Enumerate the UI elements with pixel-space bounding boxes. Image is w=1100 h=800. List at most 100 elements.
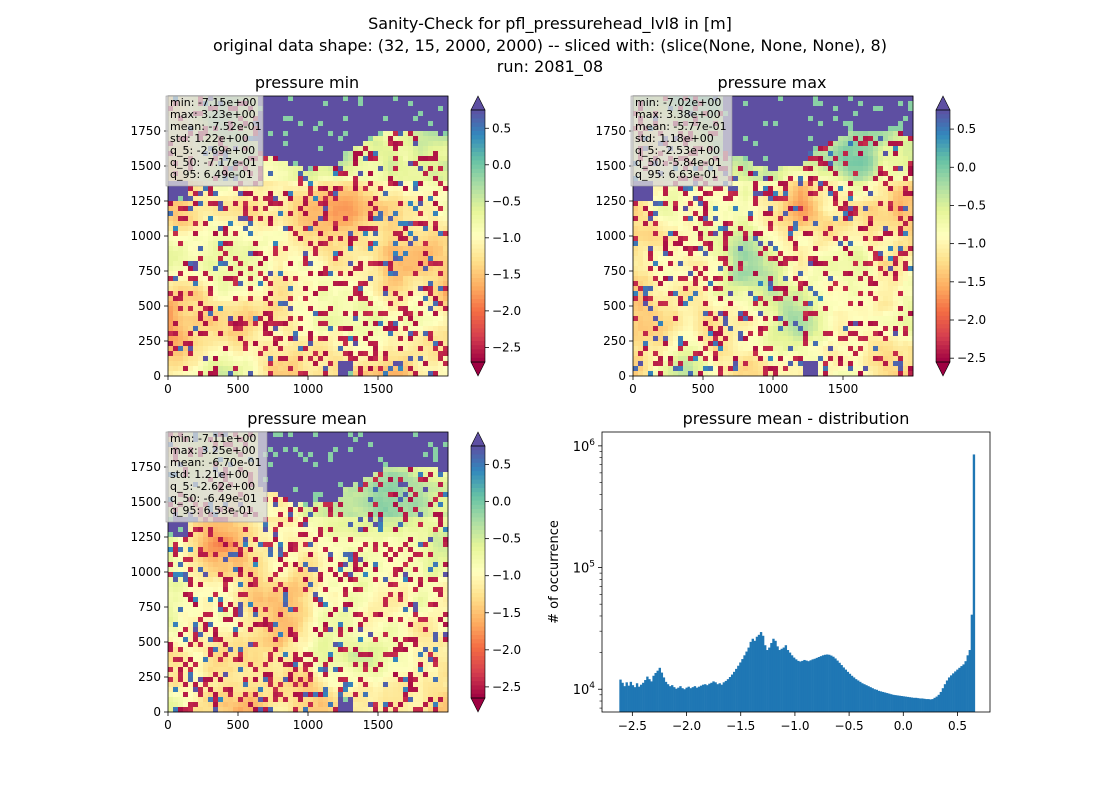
histogram-bar xyxy=(811,659,814,712)
colorbar-tick-label: −1.5 xyxy=(957,275,986,289)
histogram-bar xyxy=(914,697,918,712)
histogram-bar xyxy=(689,688,692,712)
histogram-bar xyxy=(945,680,949,712)
histogram-bar xyxy=(687,686,690,712)
y-tick-label: 1500 xyxy=(595,159,626,173)
histogram-bar xyxy=(830,655,833,712)
histogram-bar xyxy=(867,686,870,712)
histogram-bar xyxy=(673,687,676,712)
histogram-bar xyxy=(733,671,736,712)
histogram-bar xyxy=(640,684,643,712)
histogram-bar xyxy=(666,684,670,712)
stat-q50: q_50: -5.84e-01 xyxy=(635,156,722,169)
colorbar-tick-label: −2.5 xyxy=(492,680,521,694)
histogram-bar xyxy=(815,657,819,712)
histogram-bar xyxy=(836,660,839,712)
histogram-bar xyxy=(898,695,901,712)
histogram-bar xyxy=(712,681,715,712)
histogram-bar xyxy=(681,688,684,712)
colorbar-extend-bottom xyxy=(470,361,486,377)
histogram-bar xyxy=(937,694,940,712)
histogram-bar xyxy=(660,672,664,712)
histogram-bar xyxy=(786,650,790,712)
histogram-bar xyxy=(809,660,812,712)
histogram-bar xyxy=(819,656,823,712)
histogram-bar xyxy=(803,659,806,712)
histogram-bar xyxy=(970,614,974,712)
histogram-bar xyxy=(671,685,674,712)
histogram-bar xyxy=(873,689,876,712)
stat-q5: q_5: -2.62e+00 xyxy=(170,480,255,493)
colorbar-tick-label: −1.0 xyxy=(492,231,521,245)
stat-max: max: 3.23e+00 xyxy=(170,108,256,121)
histogram-bar xyxy=(854,679,858,712)
histogram-bar xyxy=(658,667,661,712)
colorbar-tick-label: 0.5 xyxy=(957,122,976,136)
histogram-bar xyxy=(865,685,868,712)
histogram-bar xyxy=(695,687,699,712)
y-tick-label: 1000 xyxy=(595,229,626,243)
histogram-bar xyxy=(894,695,897,712)
colorbar-pressure-min: 0.5 0.0 −0.5 −1.0 −1.5 −2.0 −2.5 xyxy=(470,95,521,377)
y-tick-label: 750 xyxy=(603,264,626,278)
histogram-bar xyxy=(972,454,976,712)
x-tick-label: 1000 xyxy=(758,382,789,396)
y-tick-label: 500 xyxy=(603,299,626,313)
histogram-bar xyxy=(759,632,763,712)
histogram-bar xyxy=(797,660,800,712)
stat-q50: q_50: -6.49e-01 xyxy=(170,492,257,505)
colorbar-extend-top xyxy=(470,95,486,111)
panel-title: pressure mean - distribution xyxy=(683,409,910,428)
x-tick-label: 0.5 xyxy=(948,719,967,733)
histogram-bar xyxy=(821,655,825,712)
histogram-bar xyxy=(838,662,841,712)
histogram-bar xyxy=(892,694,895,712)
colorbar-extend-top xyxy=(470,431,486,447)
histogram-bar xyxy=(654,672,657,712)
histogram-bar xyxy=(652,675,655,712)
x-tick-label: −1.0 xyxy=(780,719,809,733)
x-tick-label: −2.0 xyxy=(672,719,701,733)
histogram-bar xyxy=(768,647,771,712)
histogram-bar xyxy=(693,686,697,712)
colorbar-extend-top xyxy=(935,95,951,111)
colorbar-tick-label: 0.5 xyxy=(492,121,511,135)
colorbar-tick-label: 0.0 xyxy=(957,160,976,174)
histogram-bar xyxy=(908,697,912,712)
colorbar-tick-label: 0.0 xyxy=(492,495,511,509)
y-tick-label: 500 xyxy=(138,299,161,313)
histogram-bar xyxy=(877,690,881,712)
y-tick-label: 1500 xyxy=(130,159,161,173)
histogram-bar xyxy=(792,657,796,712)
stat-max: max: 3.38e+00 xyxy=(635,108,721,121)
histogram-bar xyxy=(910,697,914,712)
histogram-bar xyxy=(772,638,775,712)
x-tick-label: 1500 xyxy=(828,382,859,396)
colorbar-tick-label: −0.5 xyxy=(492,194,521,208)
histogram-bar xyxy=(770,642,773,712)
y-tick-label: 1250 xyxy=(130,194,161,208)
histogram-bar xyxy=(826,654,829,712)
histogram-bar xyxy=(782,647,785,712)
histogram-bar xyxy=(714,682,717,712)
histogram-bar xyxy=(656,670,659,712)
panel-pressure-mean-distribution: pressure mean - distribution # of occurr… xyxy=(547,409,991,733)
histogram-bar xyxy=(943,684,947,712)
histogram-bar xyxy=(764,645,767,712)
histogram-bar xyxy=(702,684,705,712)
y-tick-label: 500 xyxy=(138,635,161,649)
histogram-bar xyxy=(627,685,630,712)
histogram-bar xyxy=(923,698,926,712)
stats-box-background xyxy=(630,95,733,187)
histogram-bar xyxy=(761,635,765,712)
histogram-bar xyxy=(650,681,653,712)
histogram-bar xyxy=(737,665,740,712)
histogram-bar xyxy=(807,661,810,712)
x-tick-label: 1000 xyxy=(293,718,324,732)
y-tick-label: 750 xyxy=(138,264,161,278)
histogram-bar xyxy=(933,697,936,712)
histogram-bar xyxy=(751,638,754,712)
y-tick-label: 1500 xyxy=(130,495,161,509)
histogram-bar xyxy=(828,654,831,712)
histogram-bar xyxy=(875,689,878,712)
